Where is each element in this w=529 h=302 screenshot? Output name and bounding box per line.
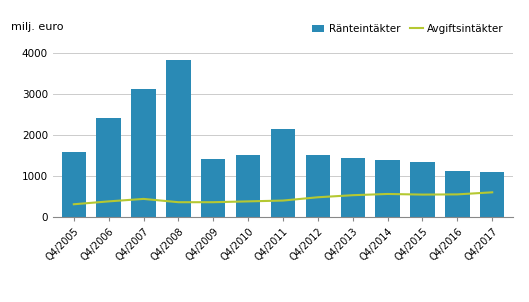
Bar [271,129,295,217]
Bar [376,160,400,217]
Legend: Ränteintäkter, Avgiftsintäkter: Ränteintäkter, Avgiftsintäkter [308,20,508,38]
Bar [96,118,121,217]
Bar [411,162,435,217]
Bar [236,155,260,217]
Text: milj. euro: milj. euro [12,22,64,32]
Bar [341,158,365,217]
Bar [61,152,86,217]
Bar [166,60,190,217]
Bar [131,88,156,217]
Bar [201,159,225,217]
Bar [306,155,330,217]
Bar [445,171,470,217]
Bar [480,172,505,217]
